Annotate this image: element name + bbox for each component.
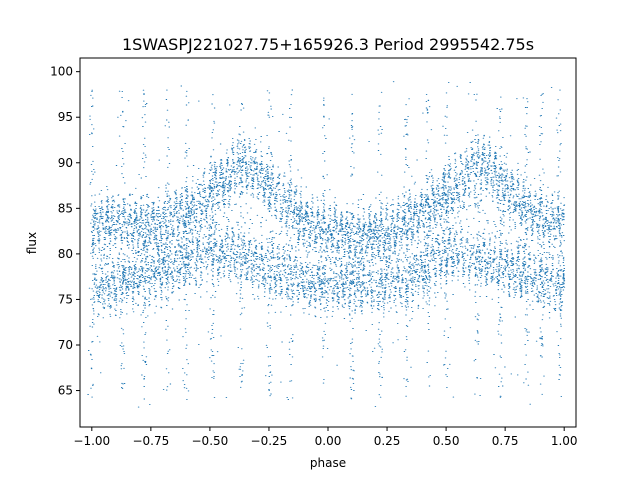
x-tick-label: 0.25 (374, 434, 401, 448)
data-points (87, 81, 566, 408)
x-tick-label: −0.25 (251, 434, 288, 448)
y-tick-label: 65 (58, 384, 73, 398)
x-tick-label: 1.00 (551, 434, 578, 448)
x-tick-label: −1.00 (73, 434, 110, 448)
y-tick-label: 100 (50, 65, 73, 79)
y-axis-label: flux (25, 232, 39, 254)
plot-frame (79, 57, 577, 428)
y-tick-label: 90 (58, 156, 73, 170)
x-axis: −1.00 −0.75 −0.50 −0.25 0.00 0.25 0.50 0.75 1.00 (73, 427, 578, 448)
y-axis: 65 70 75 80 85 90 95 100 (50, 65, 80, 398)
y-tick-label: 70 (58, 338, 73, 352)
x-tick-label: −0.50 (192, 434, 229, 448)
scatter-points (87, 81, 566, 408)
x-tick-label: 0.00 (315, 434, 342, 448)
x-axis-label: phase (310, 456, 346, 470)
y-tick-label: 80 (58, 247, 73, 261)
x-tick-label: 0.50 (433, 434, 460, 448)
y-tick-label: 75 (58, 292, 73, 306)
x-tick-label: −0.75 (132, 434, 169, 448)
x-tick-label: 0.75 (492, 434, 519, 448)
y-tick-label: 85 (58, 201, 73, 215)
chart-title: 1SWASPJ221027.75+165926.3 Period 2995542… (122, 35, 534, 54)
y-tick-label: 95 (58, 110, 73, 124)
